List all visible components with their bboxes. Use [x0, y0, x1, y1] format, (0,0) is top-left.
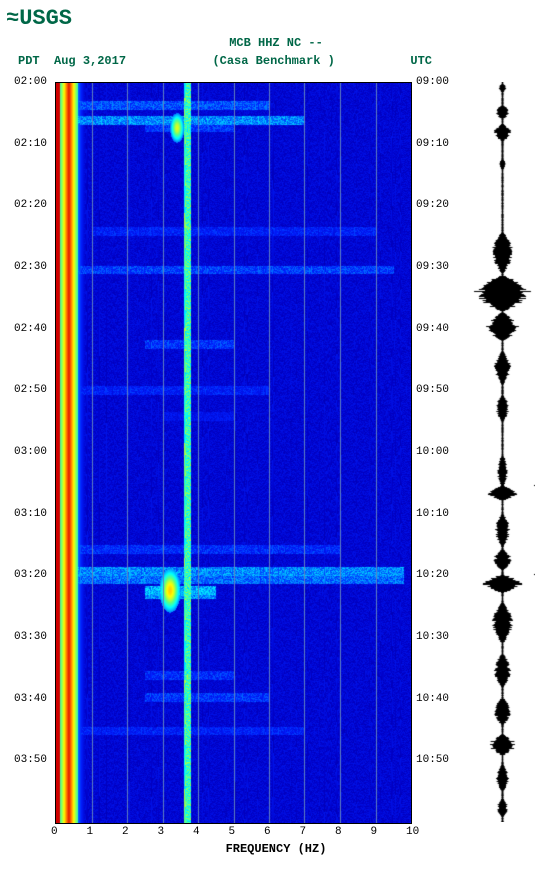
- right-tick: 09:50: [416, 384, 449, 396]
- left-tick: 03:50: [14, 754, 47, 766]
- usgs-wave-icon: ≈: [6, 6, 19, 31]
- x-tick: 5: [229, 826, 236, 838]
- spectrogram-canvas: [56, 83, 411, 823]
- x-axis-label: FREQUENCY (HZ): [0, 842, 552, 856]
- left-tick: 02:00: [14, 76, 47, 88]
- left-tick: 03:00: [14, 446, 47, 458]
- left-tick: 03:30: [14, 631, 47, 643]
- left-tick: 02:50: [14, 384, 47, 396]
- usgs-logo: ≈USGS: [6, 6, 72, 31]
- waveform-panel: [470, 82, 535, 822]
- right-tick: 09:40: [416, 323, 449, 335]
- x-tick: 7: [300, 826, 307, 838]
- right-tick: 09:30: [416, 261, 449, 273]
- date-text: Aug 3,2017: [54, 54, 126, 68]
- x-tick: 6: [264, 826, 271, 838]
- right-tick: 10:30: [416, 631, 449, 643]
- right-tz: UTC: [410, 54, 432, 68]
- left-tz: PDT: [18, 54, 40, 68]
- right-tick: 10:40: [416, 693, 449, 705]
- right-tick: 09:00: [416, 76, 449, 88]
- left-tick: 03:40: [14, 693, 47, 705]
- right-tick: 10:00: [416, 446, 449, 458]
- header-right: UTC: [410, 54, 432, 68]
- x-tick: 1: [87, 826, 94, 838]
- right-tick: 09:20: [416, 199, 449, 211]
- x-tick: 8: [335, 826, 342, 838]
- left-tick: 02:40: [14, 323, 47, 335]
- x-tick: 0: [51, 826, 58, 838]
- header-left: PDT Aug 3,2017 (Casa Benchmark ): [18, 54, 335, 68]
- x-tick: 2: [122, 826, 129, 838]
- left-tick: 03:20: [14, 569, 47, 581]
- x-tick: 4: [193, 826, 200, 838]
- left-tick: 02:10: [14, 138, 47, 150]
- right-tick: 09:10: [416, 138, 449, 150]
- waveform-canvas: [470, 82, 535, 822]
- right-tick: 10:10: [416, 508, 449, 520]
- x-tick: 9: [371, 826, 378, 838]
- right-tick: 10:50: [416, 754, 449, 766]
- left-tick: 02:20: [14, 199, 47, 211]
- usgs-text: USGS: [19, 6, 72, 31]
- right-tick: 10:20: [416, 569, 449, 581]
- left-tick: 02:30: [14, 261, 47, 273]
- x-tick: 3: [158, 826, 165, 838]
- page-root: ≈USGS MCB HHZ NC -- PDT Aug 3,2017 (Casa…: [0, 0, 552, 892]
- location-line: (Casa Benchmark ): [212, 54, 334, 68]
- header-block: MCB HHZ NC --: [0, 36, 552, 50]
- station-line: MCB HHZ NC --: [0, 36, 552, 50]
- x-tick: 10: [406, 826, 419, 838]
- spectrogram-panel: [55, 82, 412, 824]
- left-tick: 03:10: [14, 508, 47, 520]
